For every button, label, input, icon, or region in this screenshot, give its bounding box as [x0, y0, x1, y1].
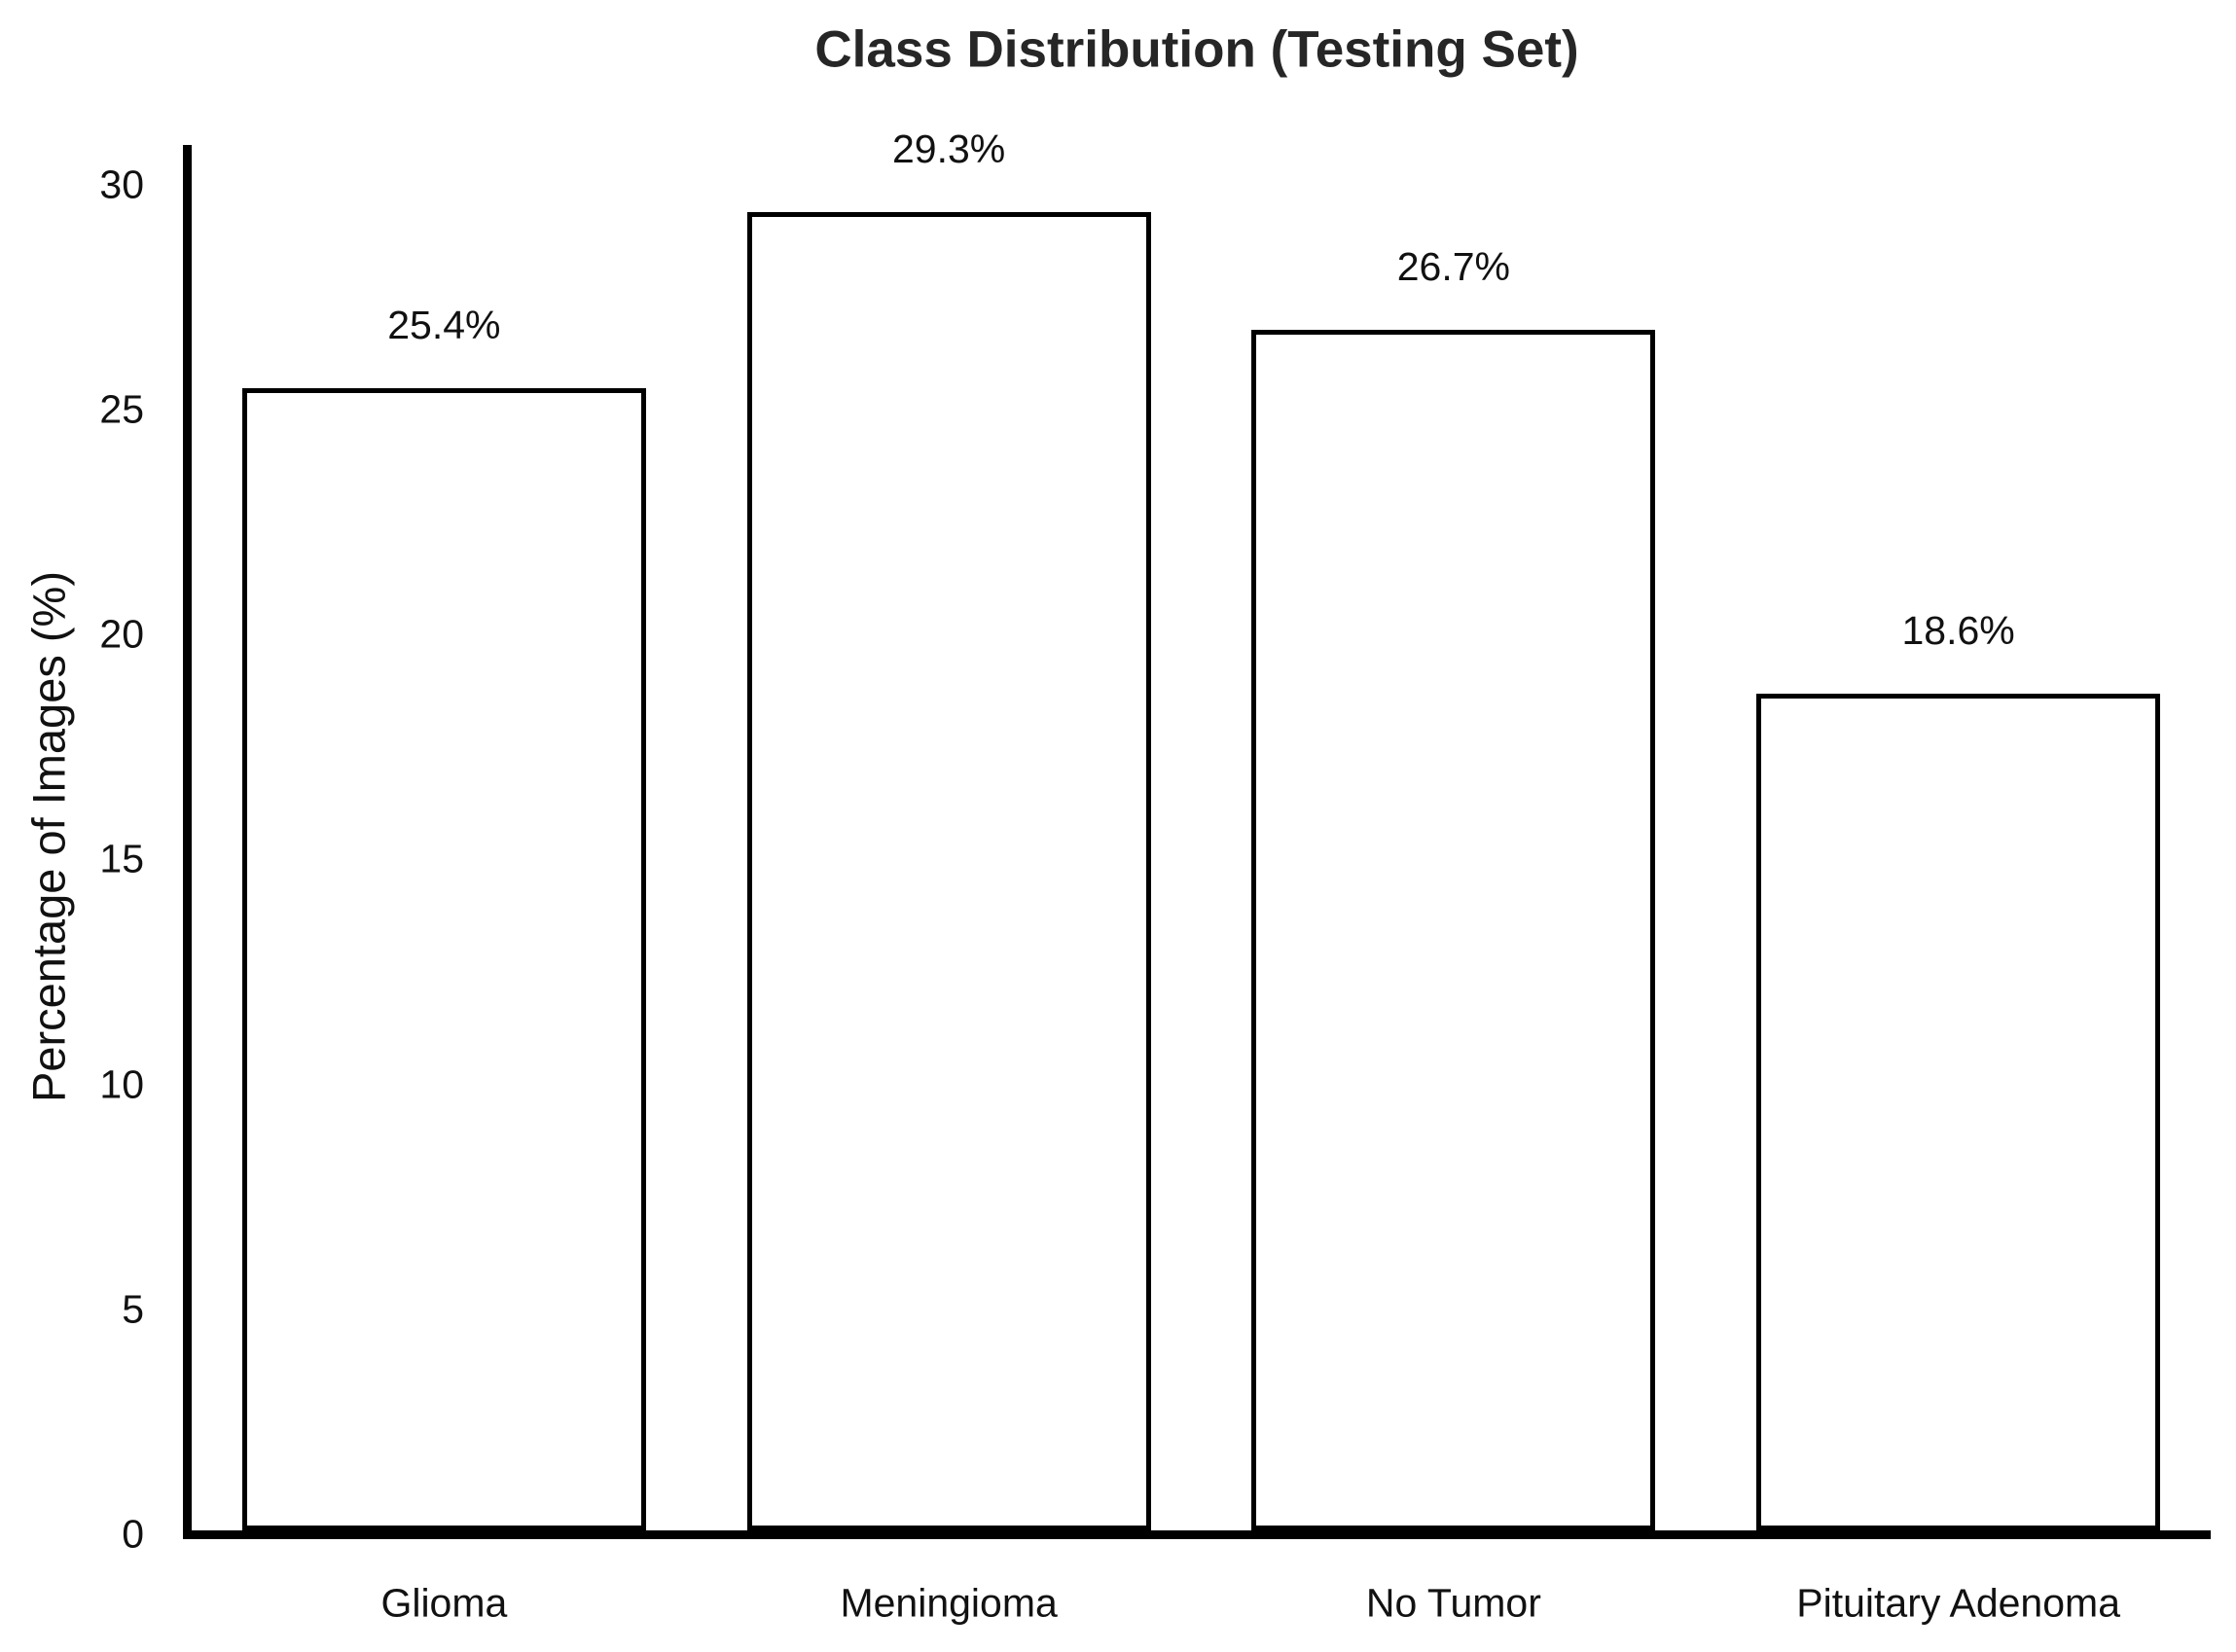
bar-value-label-pituitary-adenoma: 18.6% — [1901, 608, 2015, 654]
y-tick-label-30: 30 — [99, 162, 144, 207]
y-tick-label-10: 10 — [99, 1061, 144, 1107]
bar-meningioma — [746, 212, 1151, 1530]
x-tick-label-no-tumor: No Tumor — [1365, 1580, 1541, 1626]
bar-value-label-no-tumor: 26.7% — [1396, 243, 1511, 289]
x-tick-label-pituitary-adenoma: Pituitary Adenoma — [1796, 1580, 2120, 1626]
x-tick-label-meningioma: Meningioma — [840, 1580, 1058, 1626]
plot-area: 25.4% 29.3% 26.7% 18.6% — [183, 129, 2211, 1539]
bar-pituitary-adenoma — [1756, 694, 2161, 1530]
y-tick-label-15: 15 — [99, 836, 144, 881]
bar-value-label-meningioma: 29.3% — [891, 126, 1006, 172]
y-tick-label-0: 0 — [122, 1511, 144, 1557]
y-tick-label-20: 20 — [99, 611, 144, 657]
y-tick-label-25: 25 — [99, 386, 144, 432]
bar-no-tumor — [1251, 329, 1656, 1530]
y-tick-label-5: 5 — [122, 1286, 144, 1332]
bar-glioma — [241, 387, 646, 1530]
bar-value-label-glioma: 25.4% — [387, 302, 501, 347]
x-tick-label-glioma: Glioma — [380, 1580, 508, 1626]
chart-title: Class Distribution (Testing Set) — [814, 20, 1579, 79]
